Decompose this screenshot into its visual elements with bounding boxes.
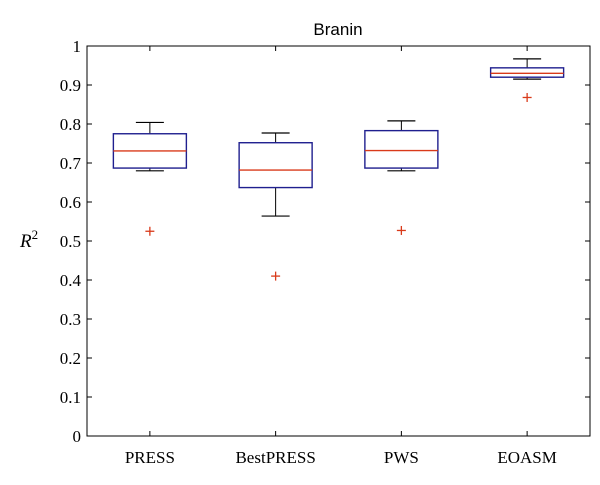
y-tick-label: 0.6 xyxy=(60,193,81,212)
y-tick-label: 0.2 xyxy=(60,349,81,368)
y-tick-label: 0.4 xyxy=(60,271,82,290)
x-category-label: PWS xyxy=(384,448,419,467)
y-tick-label: 0.1 xyxy=(60,388,81,407)
y-axis-label-base: R xyxy=(19,231,32,252)
x-category-label: PRESS xyxy=(125,448,175,467)
y-tick-label: 0.9 xyxy=(60,76,81,95)
x-category-label: EOASM xyxy=(497,448,557,467)
y-axis-label: R2 xyxy=(19,227,38,252)
y-tick-label: 0.5 xyxy=(60,232,81,251)
box-iqr xyxy=(238,142,313,189)
y-tick-label: 0.3 xyxy=(60,310,81,329)
chart-title: Branin xyxy=(313,20,362,39)
y-tick-label: 0.8 xyxy=(60,115,81,134)
box-iqr xyxy=(489,67,565,78)
x-category-label: BestPRESS xyxy=(235,448,315,467)
y-tick-label: 0.7 xyxy=(60,154,82,173)
y-tick-label: 0 xyxy=(73,427,82,446)
y-tick-label: 1 xyxy=(73,37,82,56)
box-iqr xyxy=(364,129,439,169)
plot-area: 0 0.1 0.2 0.3 0.4 0.5 0.6 0.7 0.8 0.9 1 PRESS BestPR… xyxy=(60,37,591,467)
plot-frame xyxy=(86,45,591,437)
y-axis-label-superscript: 2 xyxy=(32,227,39,242)
